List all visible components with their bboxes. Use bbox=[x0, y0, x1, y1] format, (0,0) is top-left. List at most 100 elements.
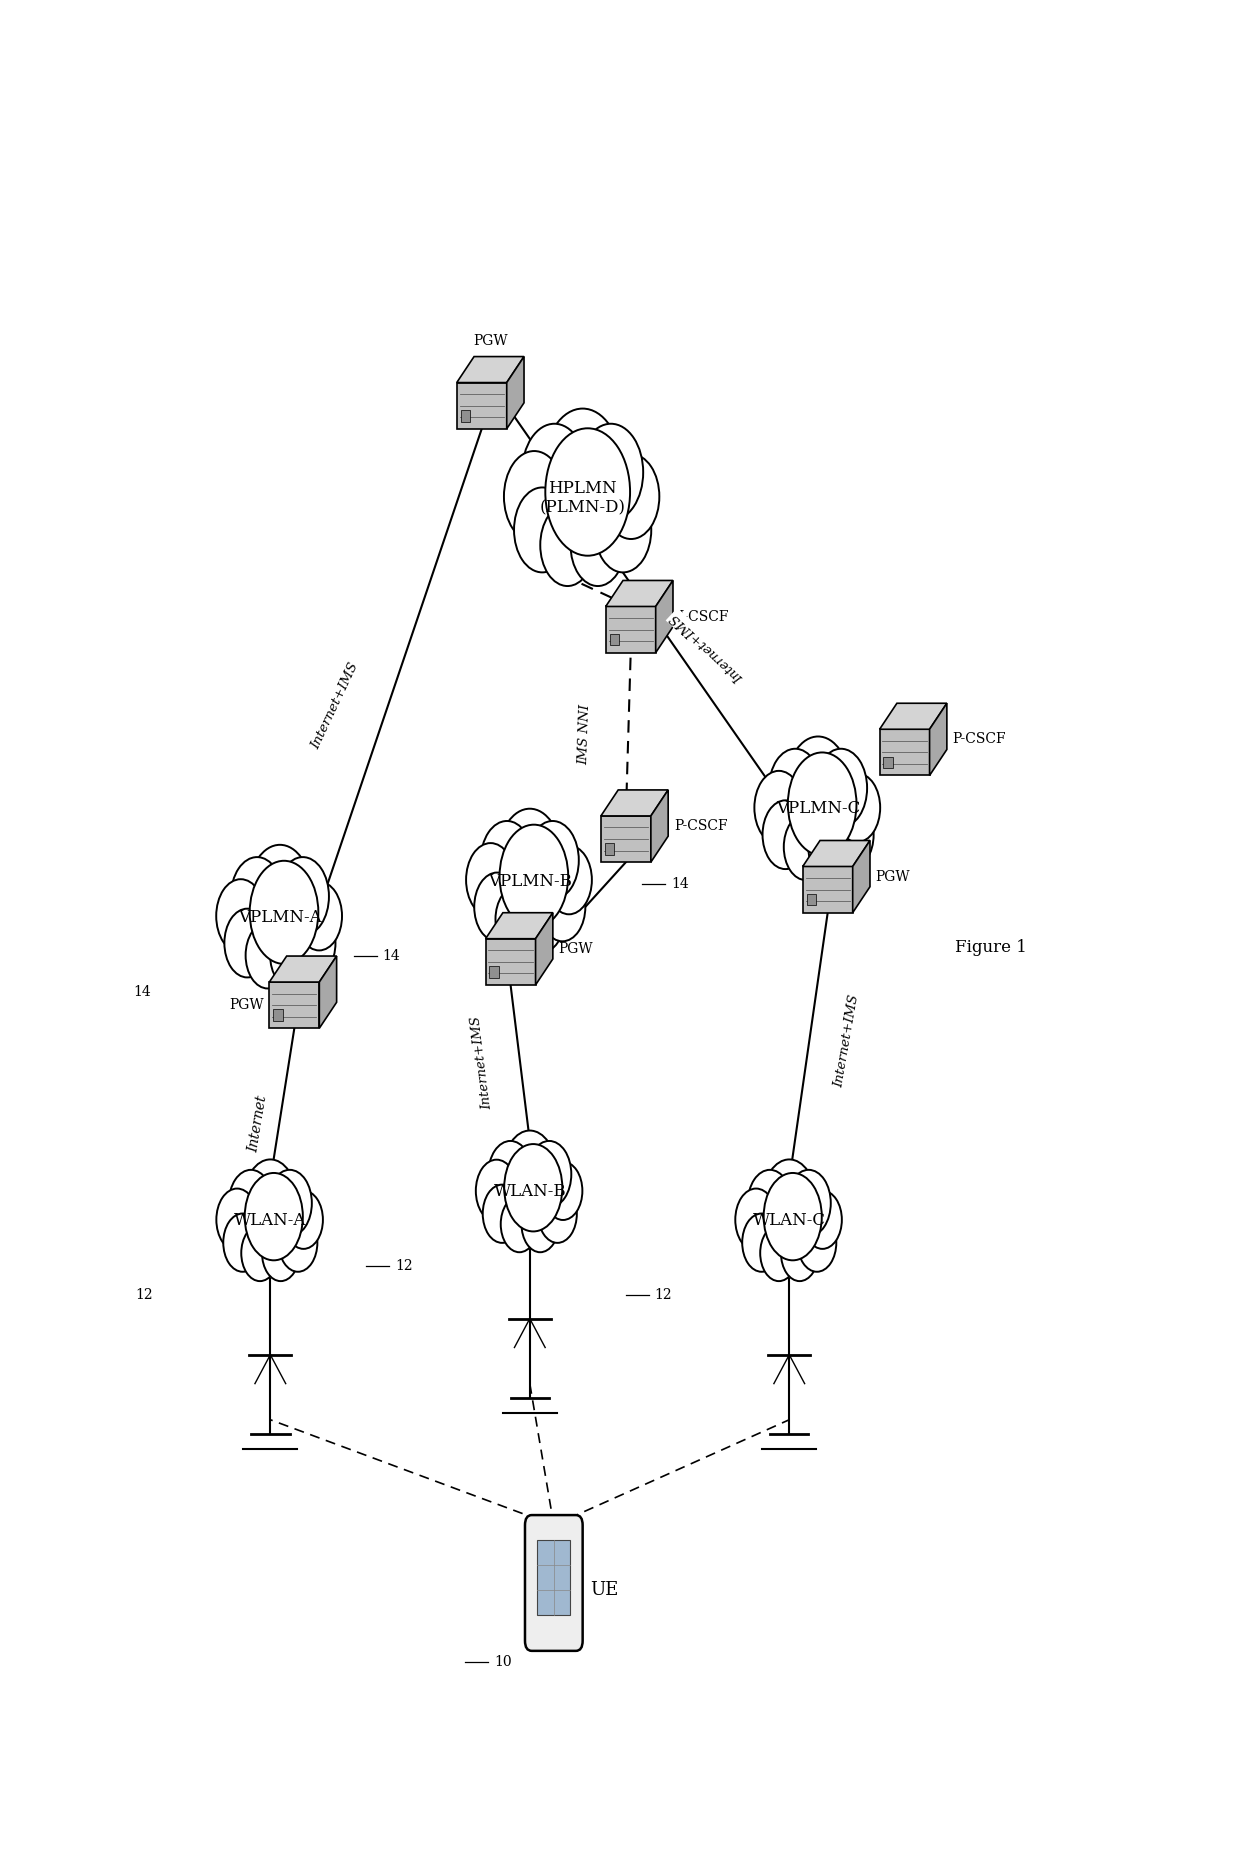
Circle shape bbox=[284, 1191, 322, 1249]
Circle shape bbox=[835, 773, 880, 842]
Circle shape bbox=[244, 1172, 303, 1261]
Circle shape bbox=[522, 1197, 559, 1253]
Polygon shape bbox=[605, 580, 673, 606]
Circle shape bbox=[223, 1214, 262, 1272]
Circle shape bbox=[277, 857, 329, 936]
Text: 14: 14 bbox=[671, 876, 688, 891]
Text: 12: 12 bbox=[655, 1287, 672, 1302]
Polygon shape bbox=[269, 957, 336, 981]
Polygon shape bbox=[656, 580, 673, 653]
Circle shape bbox=[781, 1225, 818, 1281]
Circle shape bbox=[754, 771, 804, 844]
Circle shape bbox=[290, 908, 336, 977]
Bar bbox=[806, 895, 816, 906]
Circle shape bbox=[595, 488, 651, 572]
Text: PGW: PGW bbox=[875, 870, 910, 884]
Circle shape bbox=[760, 1225, 797, 1281]
Circle shape bbox=[500, 825, 568, 929]
Circle shape bbox=[603, 454, 660, 538]
Circle shape bbox=[784, 814, 828, 880]
Circle shape bbox=[804, 1191, 842, 1249]
Text: PGW: PGW bbox=[474, 334, 507, 347]
Circle shape bbox=[546, 428, 630, 555]
Circle shape bbox=[520, 885, 564, 953]
Polygon shape bbox=[486, 914, 553, 938]
Polygon shape bbox=[536, 914, 553, 985]
Circle shape bbox=[503, 450, 564, 542]
Circle shape bbox=[489, 1141, 532, 1208]
Text: Internet: Internet bbox=[247, 1094, 270, 1154]
Circle shape bbox=[476, 1159, 517, 1221]
Text: 12: 12 bbox=[136, 1287, 154, 1302]
Circle shape bbox=[786, 1171, 831, 1236]
Polygon shape bbox=[601, 790, 668, 816]
Circle shape bbox=[262, 1225, 299, 1281]
Text: PGW: PGW bbox=[559, 942, 593, 957]
Text: Internet+IMS: Internet+IMS bbox=[668, 612, 746, 685]
FancyBboxPatch shape bbox=[605, 606, 656, 653]
Circle shape bbox=[498, 809, 560, 902]
Circle shape bbox=[787, 737, 849, 829]
Circle shape bbox=[828, 801, 874, 869]
Circle shape bbox=[482, 1184, 522, 1244]
Circle shape bbox=[296, 882, 342, 951]
Bar bbox=[460, 411, 470, 422]
FancyBboxPatch shape bbox=[269, 981, 320, 1028]
Bar bbox=[605, 844, 614, 855]
Polygon shape bbox=[507, 356, 525, 430]
Circle shape bbox=[787, 752, 857, 855]
FancyBboxPatch shape bbox=[486, 938, 536, 985]
Circle shape bbox=[249, 844, 311, 938]
Text: 14: 14 bbox=[133, 985, 150, 1000]
Circle shape bbox=[270, 923, 314, 989]
Circle shape bbox=[231, 857, 283, 936]
Circle shape bbox=[503, 1131, 556, 1210]
Circle shape bbox=[242, 1225, 279, 1281]
Polygon shape bbox=[930, 704, 947, 775]
FancyBboxPatch shape bbox=[456, 383, 507, 430]
Circle shape bbox=[216, 880, 265, 953]
Circle shape bbox=[527, 1141, 572, 1208]
Circle shape bbox=[763, 801, 808, 869]
Circle shape bbox=[249, 861, 319, 964]
Circle shape bbox=[815, 749, 867, 827]
Circle shape bbox=[279, 1214, 317, 1272]
Bar bbox=[273, 1009, 283, 1021]
Text: IMS NNI: IMS NNI bbox=[578, 704, 593, 765]
Text: P-CSCF: P-CSCF bbox=[952, 732, 1006, 747]
Polygon shape bbox=[456, 356, 525, 383]
Text: 12: 12 bbox=[396, 1259, 413, 1272]
Circle shape bbox=[546, 846, 591, 914]
Circle shape bbox=[579, 424, 644, 522]
FancyBboxPatch shape bbox=[802, 867, 853, 914]
Circle shape bbox=[216, 1189, 258, 1251]
FancyBboxPatch shape bbox=[537, 1540, 570, 1615]
Circle shape bbox=[743, 1214, 781, 1272]
Bar bbox=[883, 756, 893, 769]
Bar bbox=[490, 966, 498, 977]
FancyBboxPatch shape bbox=[525, 1516, 583, 1651]
Text: VPLMN-A: VPLMN-A bbox=[238, 908, 321, 925]
Text: Internet+IMS: Internet+IMS bbox=[470, 1015, 494, 1111]
Text: WLAN-B: WLAN-B bbox=[494, 1184, 567, 1201]
Circle shape bbox=[764, 1172, 822, 1261]
Text: 16: 16 bbox=[637, 613, 656, 628]
Circle shape bbox=[481, 822, 533, 900]
Text: WLAN-C: WLAN-C bbox=[753, 1212, 826, 1229]
Polygon shape bbox=[651, 790, 668, 863]
Circle shape bbox=[748, 1171, 792, 1236]
Circle shape bbox=[496, 885, 539, 953]
Text: VPLMN-B: VPLMN-B bbox=[487, 872, 572, 889]
FancyBboxPatch shape bbox=[879, 730, 930, 775]
Circle shape bbox=[541, 505, 595, 585]
Circle shape bbox=[474, 872, 520, 942]
Circle shape bbox=[735, 1189, 776, 1251]
Circle shape bbox=[505, 1144, 562, 1231]
Text: Figure 1: Figure 1 bbox=[955, 938, 1027, 957]
Circle shape bbox=[797, 1214, 836, 1272]
Circle shape bbox=[501, 1197, 538, 1253]
Text: I-CSCF: I-CSCF bbox=[678, 610, 729, 623]
Text: PGW: PGW bbox=[229, 998, 264, 1013]
Text: VPLMN-C: VPLMN-C bbox=[776, 801, 861, 818]
FancyBboxPatch shape bbox=[601, 816, 651, 863]
